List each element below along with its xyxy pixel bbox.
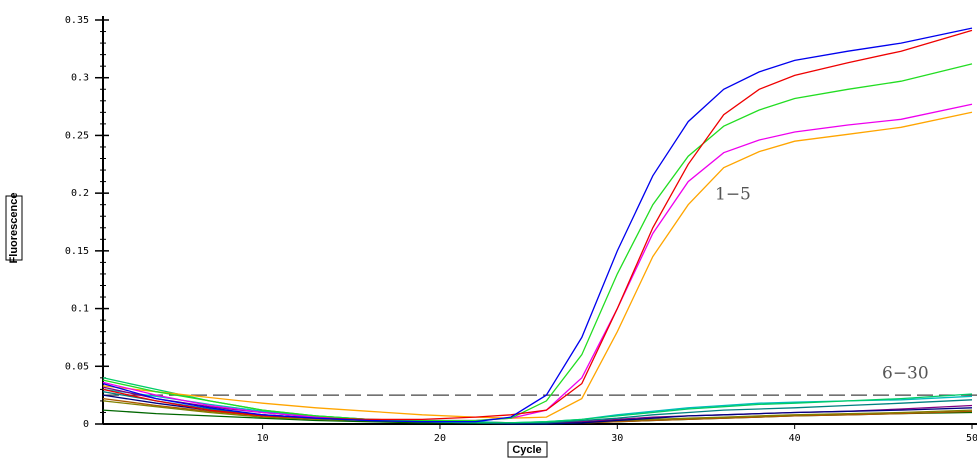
x-tick-label: 10 [257,433,269,444]
x-tick-label: 40 [789,433,801,444]
y-tick-label: 0.35 [65,15,89,26]
x-tick-label: 20 [434,433,446,444]
y-tick-label: 0.15 [65,246,89,257]
annotation: 1−5 [715,185,751,205]
amplification-curve [102,111,973,419]
x-tick-label: 30 [611,433,623,444]
y-axis-label: Fluorescence [8,193,20,264]
y-tick-label: 0.05 [65,361,89,372]
y-tick-label: 0.3 [71,73,89,84]
y-tick-label: 0.1 [71,304,89,315]
y-tick-label: 0.25 [65,130,89,141]
amplification-curve [102,29,973,421]
amplification-curve [102,103,973,422]
x-axis-label: Cycle [512,444,541,456]
y-tick-label: 0 [83,419,89,430]
x-tick-label: 50 [966,433,977,444]
amplification-curve [102,63,973,422]
y-tick-label: 0.2 [71,188,89,199]
y-label-box [5,195,23,261]
amplification-curve [102,27,973,423]
annotation: 6−30 [882,364,929,384]
x-label-box [507,441,548,458]
